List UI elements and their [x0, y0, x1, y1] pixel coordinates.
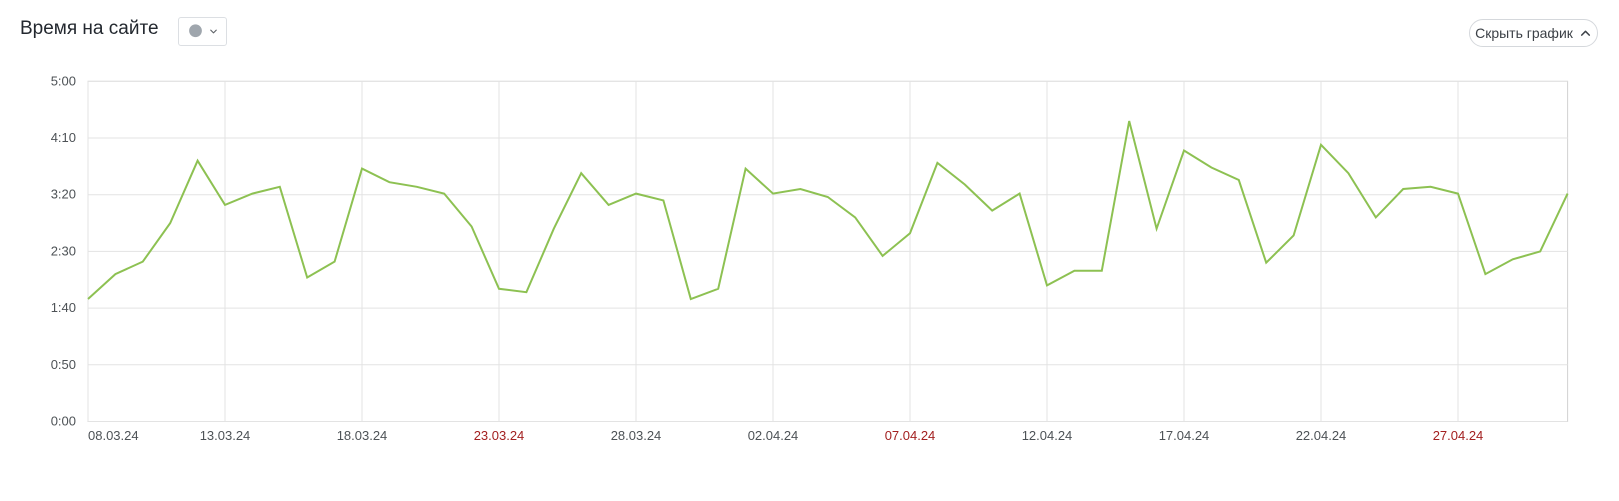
svg-text:3:20: 3:20 [51, 187, 76, 202]
svg-text:08.03.24: 08.03.24 [88, 428, 139, 443]
svg-text:27.04.24: 27.04.24 [1433, 428, 1484, 443]
svg-text:23.03.24: 23.03.24 [474, 428, 525, 443]
svg-text:28.03.24: 28.03.24 [611, 428, 662, 443]
svg-text:2:30: 2:30 [51, 243, 76, 258]
svg-text:0:50: 0:50 [51, 357, 76, 372]
svg-text:22.04.24: 22.04.24 [1296, 428, 1347, 443]
svg-text:0:00: 0:00 [51, 414, 76, 429]
svg-text:12.04.24: 12.04.24 [1022, 428, 1073, 443]
svg-text:02.04.24: 02.04.24 [748, 428, 799, 443]
svg-text:13.03.24: 13.03.24 [200, 428, 251, 443]
svg-text:18.03.24: 18.03.24 [337, 428, 388, 443]
svg-text:07.04.24: 07.04.24 [885, 428, 936, 443]
svg-text:5:00: 5:00 [51, 73, 76, 88]
svg-text:17.04.24: 17.04.24 [1159, 428, 1210, 443]
svg-text:1:40: 1:40 [51, 300, 76, 315]
svg-text:4:10: 4:10 [51, 130, 76, 145]
